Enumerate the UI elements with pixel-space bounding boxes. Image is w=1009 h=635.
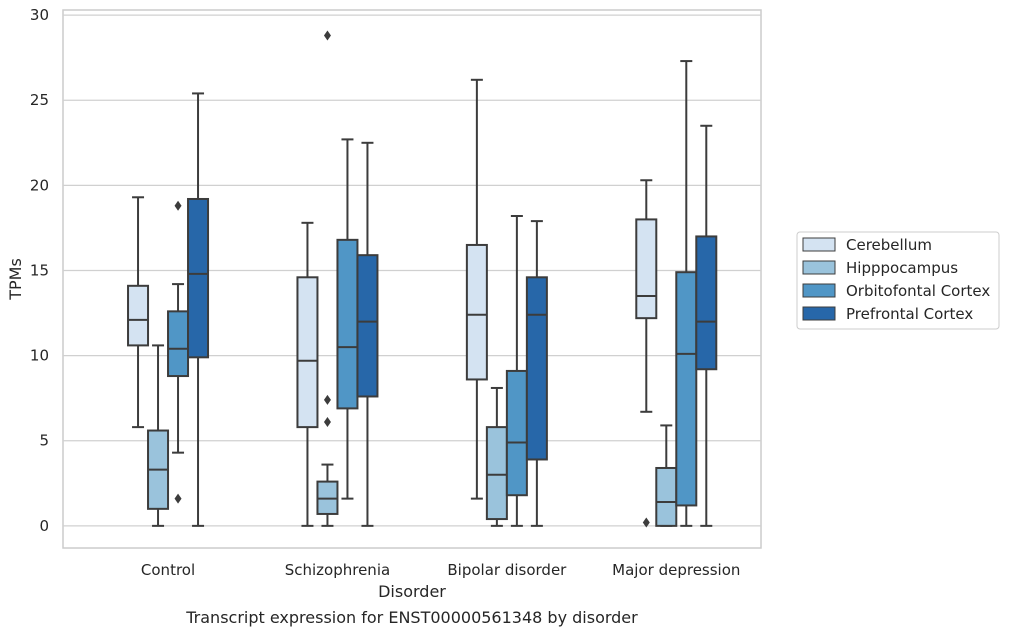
x-tick-label: Bipolar disorder [447, 561, 567, 579]
y-tick-label: 30 [30, 6, 49, 24]
legend-label: Orbitofontal Cortex [846, 282, 990, 300]
legend-label: Cerebellum [846, 236, 932, 254]
x-axis-title: Disorder [378, 582, 446, 601]
box-group [695, 124, 718, 527]
y-axis-ticks: 0 5 10 15 20 25 30 [30, 6, 49, 535]
box-series [127, 30, 718, 528]
box [505, 369, 528, 497]
grid-lines [63, 14, 761, 527]
x-axis-ticks: Control Schizophrenia Bipolar disorder Majo… [141, 561, 740, 579]
legend: Cerebellum Hipppocampus Orbitofontal Corte… [796, 231, 1000, 330]
box-group [147, 344, 170, 527]
box-group [187, 92, 210, 527]
box [187, 197, 210, 359]
y-tick-label: 20 [30, 176, 49, 194]
box [336, 238, 359, 410]
box-group [675, 60, 698, 527]
outlier-point [323, 417, 331, 428]
y-tick-label: 25 [30, 91, 49, 109]
outlier-point [174, 493, 182, 504]
box-group [635, 179, 658, 528]
y-tick-label: 5 [39, 432, 49, 450]
box-group [525, 220, 548, 527]
y-tick-label: 15 [30, 261, 49, 279]
box [127, 284, 150, 347]
x-tick-label: Schizophrenia [285, 561, 390, 579]
legend-frame [796, 231, 1000, 330]
y-tick-label: 10 [30, 347, 49, 365]
box [485, 426, 508, 521]
outlier-point [174, 200, 182, 211]
box [296, 276, 319, 429]
legend-swatch [802, 260, 836, 275]
outlier-point [323, 394, 331, 405]
x-tick-label: Major depression [612, 561, 740, 579]
box-group [127, 196, 150, 429]
y-axis-title: TPMs [6, 258, 25, 301]
box [525, 276, 548, 461]
outlier-point [323, 30, 331, 41]
legend-label: Prefrontal Cortex [846, 305, 973, 323]
box [635, 218, 658, 320]
box-group [316, 30, 339, 527]
box-group [465, 78, 488, 500]
box-group [505, 215, 528, 527]
legend-swatch [802, 283, 836, 298]
box [695, 235, 718, 371]
chart-caption: Transcript expression for ENST0000056134… [185, 608, 638, 627]
legend-swatch [802, 306, 836, 321]
outlier-point [642, 517, 650, 528]
box [167, 310, 190, 378]
box [655, 466, 678, 527]
box-group [296, 221, 319, 527]
box-group [356, 141, 379, 527]
legend-swatch [802, 237, 836, 252]
box [465, 243, 488, 381]
y-tick-label: 0 [39, 517, 49, 535]
box [356, 254, 379, 398]
box [675, 271, 698, 507]
x-tick-label: Control [141, 561, 195, 579]
legend-label: Hipppocampus [846, 259, 958, 277]
